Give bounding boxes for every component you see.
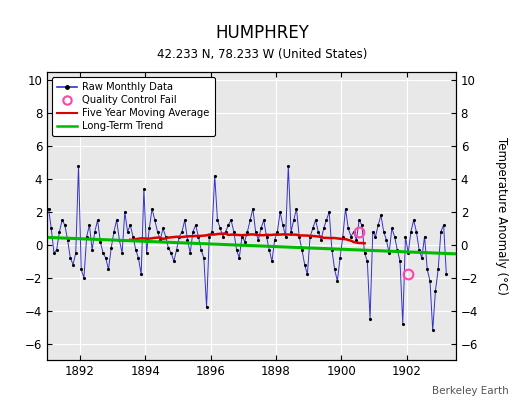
Text: 42.233 N, 78.233 W (United States): 42.233 N, 78.233 W (United States) [157,48,367,61]
Legend: Raw Monthly Data, Quality Control Fail, Five Year Moving Average, Long-Term Tren: Raw Monthly Data, Quality Control Fail, … [52,77,214,136]
Text: Berkeley Earth: Berkeley Earth [432,386,508,396]
Text: HUMPHREY: HUMPHREY [215,24,309,42]
Y-axis label: Temperature Anomaly (°C): Temperature Anomaly (°C) [495,137,508,295]
